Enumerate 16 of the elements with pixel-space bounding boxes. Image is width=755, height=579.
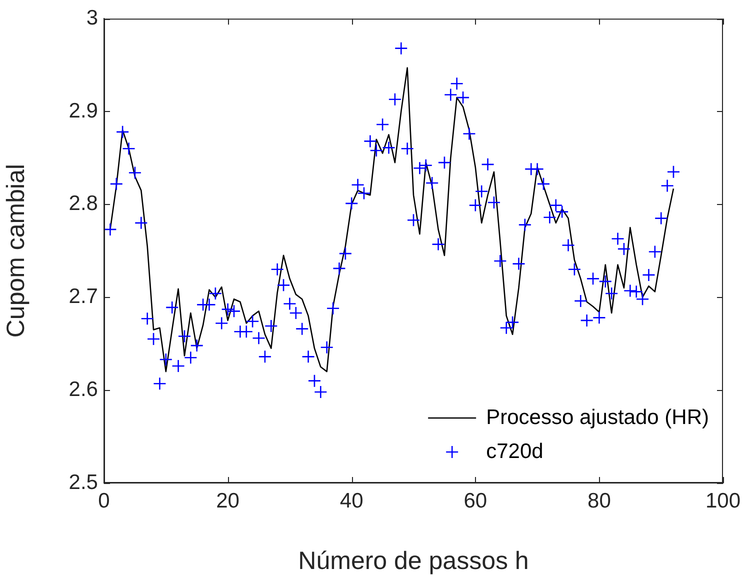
y-tick-label: 3 [86, 6, 98, 30]
legend-label: Processo ajustado (HR) [486, 406, 709, 429]
x-tick-label: 60 [464, 489, 488, 512]
x-tick-label: 0 [98, 489, 110, 512]
x-axis-title: Número de passos h [298, 546, 529, 575]
y-tick-label: 2.9 [68, 99, 98, 122]
y-tick-label: 2.5 [68, 470, 98, 494]
legend-label: c720d [486, 440, 544, 463]
x-tick-label: 40 [340, 489, 364, 512]
y-axis-title: Cupom cambial [2, 164, 30, 338]
y-tick-label: 2.7 [68, 285, 98, 308]
y-tick-label: 2.8 [68, 192, 98, 216]
y-tick-label: 2.6 [68, 378, 98, 401]
x-tick-label: 20 [216, 489, 240, 512]
x-tick-label: 80 [588, 489, 611, 512]
x-tick-label: 100 [705, 489, 741, 512]
